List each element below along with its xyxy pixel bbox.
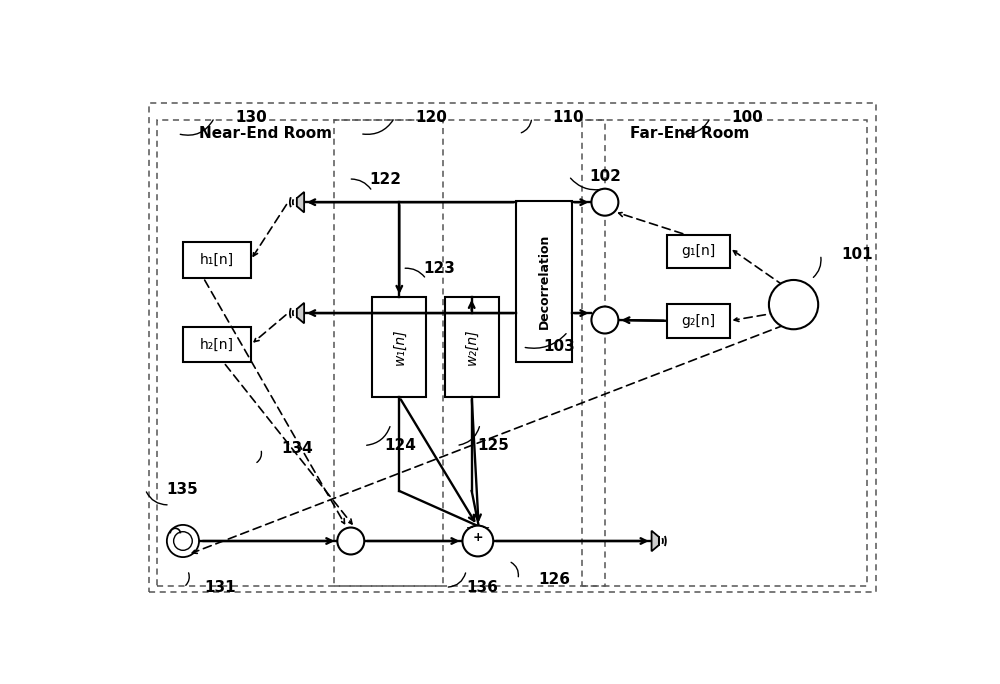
Text: h₁[n]: h₁[n]	[200, 253, 234, 267]
Circle shape	[337, 527, 364, 555]
Bar	[516, 200, 572, 363]
Text: 103: 103	[543, 339, 575, 354]
Text: −: −	[481, 523, 490, 533]
Text: 124: 124	[385, 438, 417, 453]
Text: w₁[n]: w₁[n]	[392, 329, 406, 365]
Polygon shape	[297, 303, 304, 324]
Text: g₂[n]: g₂[n]	[681, 314, 715, 328]
Circle shape	[591, 306, 618, 334]
Text: 125: 125	[477, 438, 509, 453]
Text: h₂[n]: h₂[n]	[200, 338, 234, 352]
Text: 110: 110	[553, 110, 584, 125]
Text: Near-End Room: Near-End Room	[199, 126, 332, 141]
Text: 120: 120	[415, 110, 447, 125]
Text: 134: 134	[282, 441, 313, 456]
Text: −: −	[466, 523, 474, 533]
Bar	[157, 120, 443, 586]
Polygon shape	[297, 192, 304, 213]
Circle shape	[591, 189, 618, 215]
Text: +: +	[473, 531, 483, 544]
Text: 136: 136	[466, 580, 498, 594]
Bar	[372, 297, 426, 397]
Text: w₂[n]: w₂[n]	[465, 329, 479, 365]
Text: 130: 130	[235, 110, 267, 125]
Text: 101: 101	[841, 247, 873, 262]
Text: Far-End Room: Far-End Room	[630, 126, 750, 141]
Text: 100: 100	[731, 110, 763, 125]
Text: 135: 135	[166, 482, 198, 497]
Bar	[183, 242, 251, 278]
Polygon shape	[652, 531, 659, 551]
Text: g₁[n]: g₁[n]	[681, 244, 715, 259]
Text: 126: 126	[539, 572, 571, 587]
Text: 122: 122	[369, 172, 401, 187]
Bar	[183, 327, 251, 363]
Circle shape	[462, 525, 493, 556]
Bar	[334, 120, 605, 586]
Bar	[667, 235, 730, 268]
Circle shape	[769, 280, 818, 329]
Text: 123: 123	[423, 261, 455, 276]
Text: Decorrelation: Decorrelation	[538, 234, 551, 329]
Text: 102: 102	[590, 168, 621, 183]
Text: 131: 131	[204, 580, 236, 594]
Bar	[445, 297, 499, 397]
Bar	[667, 304, 730, 338]
Bar	[582, 120, 867, 586]
